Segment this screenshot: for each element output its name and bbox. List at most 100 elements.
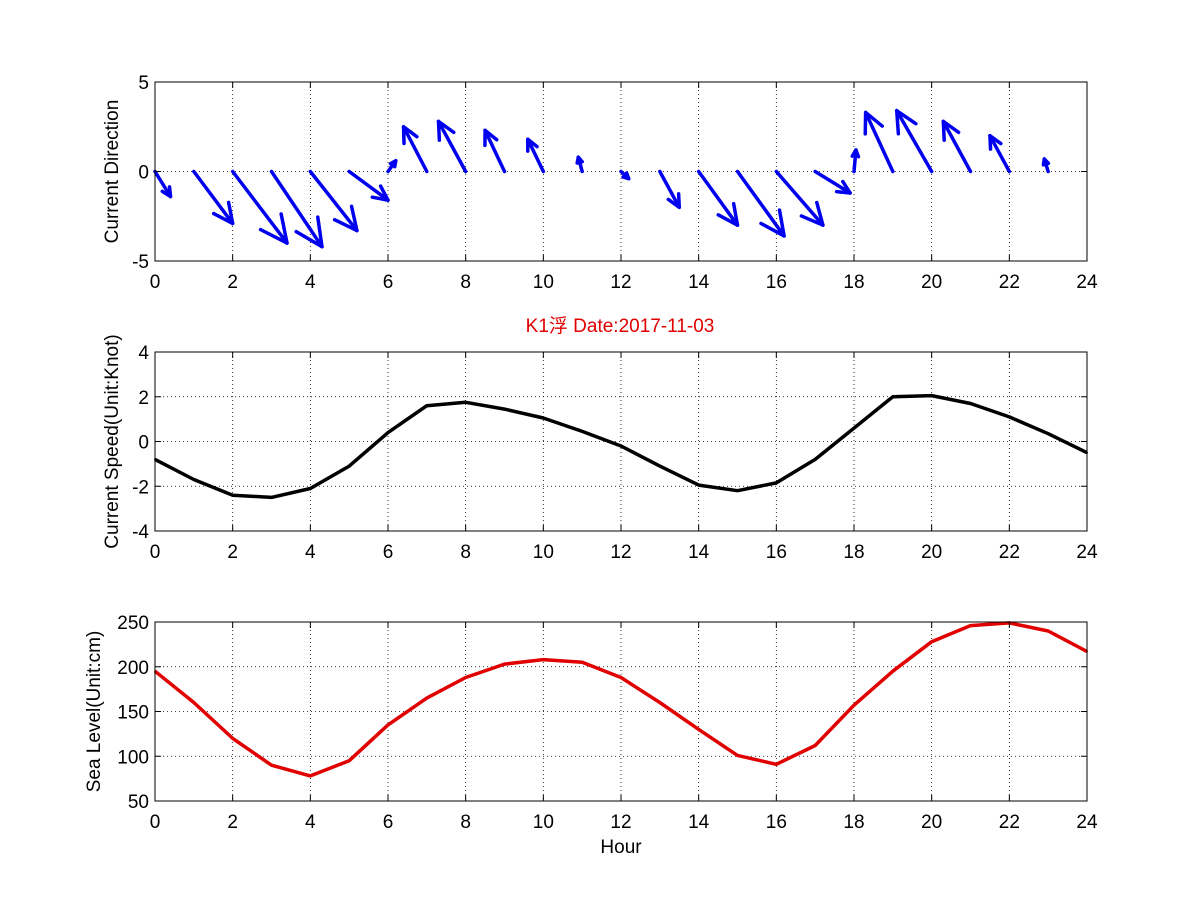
data-point [542,658,545,661]
y-axis-label: Current Speed(Unit:Knot) [102,334,123,548]
data-point [231,737,234,740]
vector-shaft [988,133,1012,174]
x-tick-label: 6 [383,812,394,833]
x-tick-label: 18 [843,542,864,563]
x-tick-label: 16 [766,542,787,563]
x-tick-label: 8 [460,272,471,293]
vector-head [1041,157,1051,167]
current-vector [850,148,861,174]
vector-shaft [813,169,852,195]
current-vector [526,137,546,174]
x-tick-label: 4 [305,272,316,293]
data-point [581,661,584,664]
y-tick-label: 200 [117,658,149,679]
data-point [736,489,739,492]
vector-shaft [696,169,740,227]
data-point [503,408,506,411]
x-tick-label: 0 [150,272,161,293]
x-tick-label: 24 [1076,542,1098,563]
current-vector [308,169,359,233]
data-point [891,670,894,673]
vector-head [575,155,584,165]
x-tick-label: 22 [999,812,1020,833]
y-tick-label: 50 [128,792,149,813]
vector-head [621,171,631,181]
x-tick-label: 12 [610,542,631,563]
x-tick-label: 2 [227,542,238,563]
y-tick-label: 4 [138,343,149,364]
x-tick-label: 2 [227,272,238,293]
vector-shaft [735,169,786,238]
vector-head [799,200,825,227]
current-vector [192,169,235,226]
data-point [969,402,972,405]
data-point [930,640,933,643]
y-tick-label: 100 [117,747,149,768]
y-tick-label: -4 [132,522,149,543]
data-point [658,465,661,468]
vector-head [294,215,324,249]
x-tick-label: 14 [688,542,710,563]
vector-head [834,179,852,195]
data-point [581,430,584,433]
vector-shaft [483,128,507,174]
x-tick-label: 18 [843,812,864,833]
current-vector [735,169,786,238]
data-point [348,759,351,762]
y-axis-label: Sea Level(Unit:cm) [84,631,105,793]
vector-head [436,119,456,142]
current-vector [988,133,1012,174]
vector-shaft [401,125,429,174]
x-tick-label: 0 [150,812,161,833]
vector-head [759,208,786,238]
x-tick-label: 14 [688,272,710,293]
x-tick-label: 0 [150,542,161,563]
x-tick-label: 22 [999,542,1020,563]
vector-head [211,200,235,226]
current-vector [696,169,740,227]
data-point [464,401,467,404]
vector-head [160,185,173,199]
vector-head [526,137,539,153]
vector-head [716,201,740,227]
data-point [814,458,817,461]
y-tick-label: 250 [117,613,149,634]
data-point [930,394,933,397]
vector-shaft [774,169,825,227]
current-vector [774,169,825,227]
x-tick-label: 8 [460,812,471,833]
data-point [891,395,894,398]
x-tick-label: 12 [610,272,631,293]
data-point [503,663,506,666]
vector-shaft [230,169,289,245]
x-tick-label: 10 [533,272,554,293]
vector-head [894,108,918,136]
data-point [1047,432,1050,435]
current-vector [575,155,584,174]
y-tick-label: -2 [132,477,149,498]
data-point [425,404,428,407]
data-point [736,754,739,757]
current-vector [658,169,681,210]
current-vector [863,110,895,174]
x-tick-label: 6 [383,542,394,563]
vector-head [850,148,861,159]
vector-head [388,159,398,169]
vector-head [941,119,961,142]
data-point [658,701,661,704]
y-tick-label: 2 [138,388,149,409]
y-axis-label: Current Direction [102,100,123,244]
x-tick-label: 6 [383,272,394,293]
x-tick-label: 12 [610,812,631,833]
data-point [309,774,312,777]
x-tick-label: 16 [766,272,787,293]
data-point [775,763,778,766]
vector-head [332,204,359,233]
vector-head [666,192,681,210]
vector-head [370,184,390,202]
data-point [387,723,389,726]
y-tick-label: 5 [138,73,149,94]
x-tick-label: 16 [766,812,787,833]
